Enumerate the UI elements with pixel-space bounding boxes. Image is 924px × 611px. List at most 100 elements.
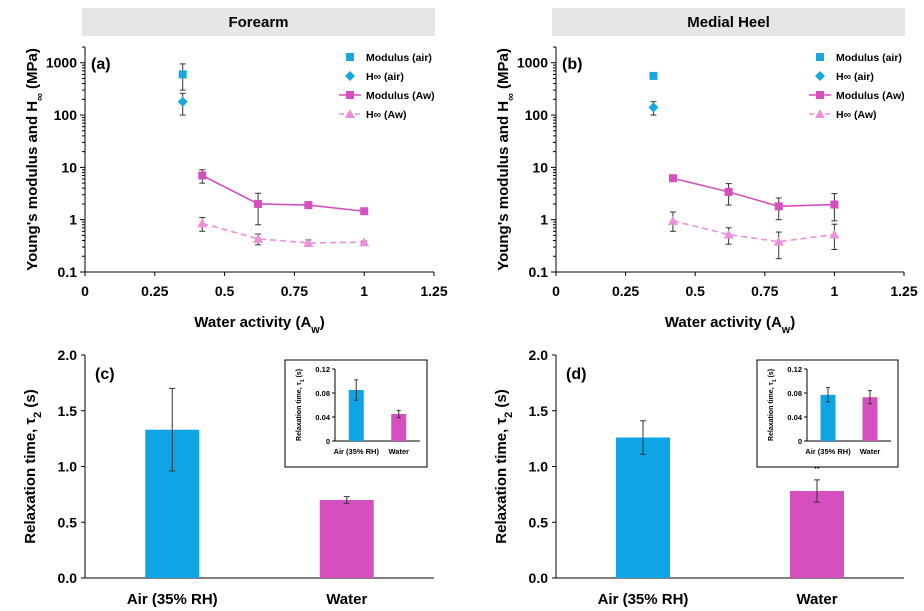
data-point <box>649 71 658 80</box>
inset-y-tick-label: 0.08 <box>315 389 330 398</box>
x-tick-label: 0 <box>81 283 89 299</box>
data-point <box>829 229 840 239</box>
data-point <box>359 237 370 247</box>
data-point <box>667 215 678 225</box>
legend-entry: H∞ (air) <box>836 71 874 83</box>
y-tick-label: 1 <box>69 212 77 228</box>
data-point <box>178 70 187 79</box>
data-point <box>774 202 783 211</box>
inset-bar <box>862 397 878 441</box>
inset-y-axis-label: Relaxation time, τ1 (s) <box>768 369 778 441</box>
y-tick-label: 1000 <box>46 55 77 71</box>
inset-category-label: Air (35% RH) <box>805 447 851 456</box>
panel-label: (a) <box>91 56 111 73</box>
legend-entry: Modulus (air) <box>836 52 902 64</box>
y-tick-label: 0.5 <box>529 514 549 530</box>
y-tick-label: 0.1 <box>58 264 78 280</box>
inset-bar <box>820 394 836 441</box>
y-tick-label: 1.5 <box>529 403 549 419</box>
data-point <box>830 200 839 209</box>
inset-y-tick-label: 0.12 <box>315 365 330 374</box>
legend-entry: Modulus (air) <box>366 52 432 64</box>
panel-label: (d) <box>566 366 586 383</box>
header-medial-heel: Medial Heel <box>552 8 905 36</box>
y-axis-label: Young's modulus and H∞ (MPa) <box>24 48 46 271</box>
data-point <box>648 102 659 113</box>
legend-marker <box>816 53 824 61</box>
data-point <box>724 187 733 196</box>
data-point <box>360 207 369 216</box>
y-tick-label: 1000 <box>517 55 548 71</box>
x-axis-label: Water activity (Aw) <box>194 314 324 336</box>
category-label: Water <box>796 591 837 608</box>
inset-y-tick-label: 0.12 <box>787 365 802 374</box>
legend-marker <box>346 53 354 61</box>
y-tick-label: 1.5 <box>58 403 78 419</box>
x-tick-label: 1 <box>360 283 368 299</box>
x-axis-label: Water activity (Aw) <box>665 314 795 336</box>
data-point <box>304 201 313 210</box>
y-tick-label: 0.0 <box>58 570 78 586</box>
category-label: Air (35% RH) <box>127 591 218 608</box>
panel-label: (c) <box>95 366 115 383</box>
header-forearm: Forearm <box>82 8 435 36</box>
x-tick-label: 1 <box>831 283 839 299</box>
legend-marker <box>345 71 355 81</box>
y-tick-label: 2.0 <box>529 347 549 363</box>
y-tick-label: 0.0 <box>529 570 549 586</box>
series-line <box>202 222 365 244</box>
data-point <box>773 236 784 246</box>
y-axis-label: Young's modulus and H∞ (MPa) <box>495 48 517 271</box>
y-tick-label: 1 <box>540 212 548 228</box>
legend-entry: Modulus (Aw) <box>836 90 905 102</box>
series-line <box>672 177 835 208</box>
y-tick-label: 10 <box>532 159 548 175</box>
y-tick-label: 0.1 <box>529 264 549 280</box>
x-tick-label: 0.75 <box>751 283 778 299</box>
legend-entry: H∞ (Aw) <box>366 109 407 121</box>
legend-marker <box>816 91 824 99</box>
inset-y-tick-label: 0 <box>798 437 802 446</box>
inset-y-tick-label: 0.08 <box>787 389 802 398</box>
legend-marker <box>815 71 825 81</box>
y-tick-label: 0.5 <box>58 514 78 530</box>
inset-y-tick-label: 0.04 <box>787 413 802 422</box>
data-point <box>303 237 314 247</box>
x-tick-label: 1.25 <box>420 283 447 299</box>
inset-bar <box>348 390 364 441</box>
data-point <box>253 233 264 243</box>
legend-entry: H∞ (Aw) <box>836 109 877 121</box>
x-tick-label: 0.75 <box>281 283 308 299</box>
y-tick-label: 100 <box>54 107 78 123</box>
category-label: Air (35% RH) <box>598 591 689 608</box>
y-tick-label: 1.0 <box>529 459 549 475</box>
panel-label: (b) <box>562 56 582 73</box>
inset-y-axis-label: Relaxation time, τ1 (s) <box>296 369 306 441</box>
inset-y-tick-label: 0.04 <box>315 413 330 422</box>
data-point <box>197 218 208 228</box>
y-axis-label: Relaxation time, τ2 (s) <box>493 389 515 543</box>
x-tick-label: 0.5 <box>215 283 235 299</box>
y-axis-label: Relaxation time, τ2 (s) <box>22 389 44 543</box>
data-point <box>668 174 677 183</box>
series-line <box>201 174 365 213</box>
x-tick-label: 0 <box>552 283 560 299</box>
y-tick-label: 2.0 <box>58 347 78 363</box>
legend-marker <box>346 91 354 99</box>
series-line <box>672 220 835 243</box>
data-point <box>254 199 263 208</box>
y-tick-label: 1.0 <box>58 459 78 475</box>
bar <box>790 491 844 578</box>
x-tick-label: 0.5 <box>685 283 705 299</box>
data-point <box>198 171 207 180</box>
x-tick-label: 1.25 <box>890 283 917 299</box>
y-tick-label: 100 <box>525 107 549 123</box>
x-tick-label: 0.25 <box>141 283 168 299</box>
y-tick-label: 10 <box>61 159 77 175</box>
legend-marker <box>345 109 355 118</box>
inset-category-label: Water <box>388 447 409 456</box>
inset-category-label: Water <box>860 447 881 456</box>
data-point <box>723 229 734 239</box>
data-point <box>177 96 188 107</box>
